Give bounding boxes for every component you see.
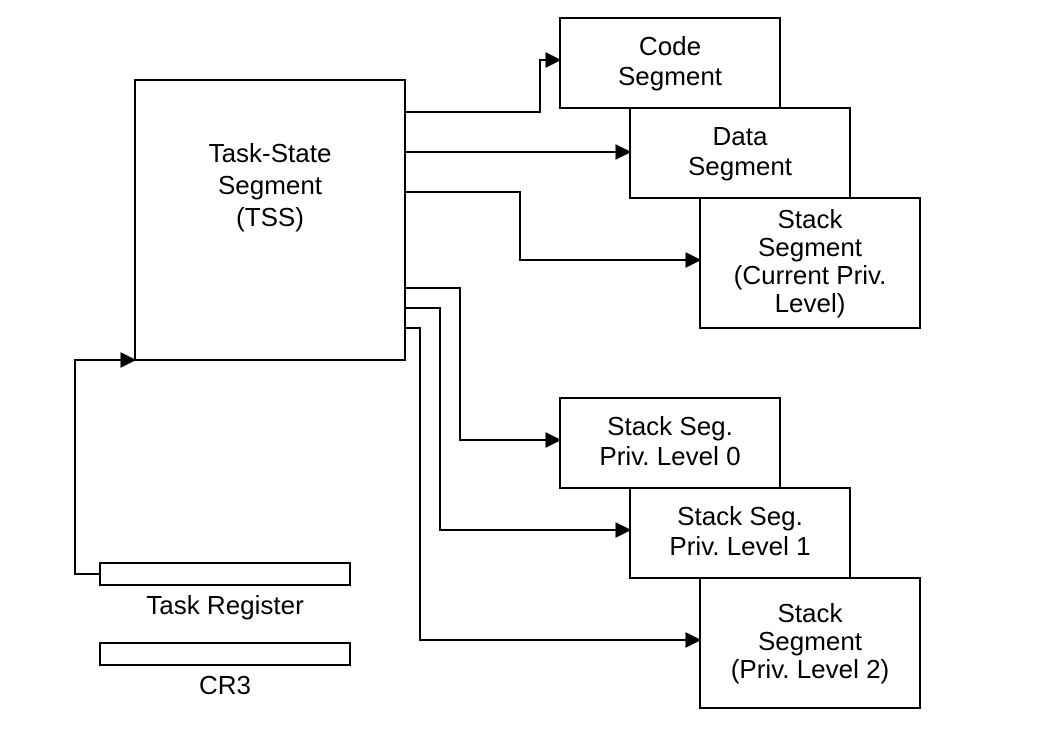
- node-label: (Current Priv.: [734, 260, 887, 290]
- node-label: (Priv. Level 2): [731, 654, 889, 684]
- node-label: Stack Seg.: [677, 501, 803, 531]
- node-code-segment: CodeSegment: [560, 18, 780, 108]
- node-stack-pl2: StackSegment(Priv. Level 2): [700, 578, 920, 708]
- node-label: Segment: [758, 626, 863, 656]
- node-stack-current: StackSegment(Current Priv.Level): [700, 198, 920, 328]
- node-label: Segment: [218, 170, 323, 200]
- node-label: Data: [713, 121, 768, 151]
- node-caption: Task Register: [146, 590, 304, 620]
- node-data-segment: DataSegment: [630, 108, 850, 198]
- node-label: Stack Seg.: [607, 411, 733, 441]
- node-label: Stack: [777, 598, 843, 628]
- node-label: Level): [775, 288, 846, 318]
- connector-arrow: [75, 360, 135, 574]
- node-cr3: CR3: [100, 643, 350, 700]
- node-label: Segment: [688, 151, 793, 181]
- node-label: Segment: [758, 232, 863, 262]
- node-label: Stack: [777, 204, 843, 234]
- connector-arrow: [405, 288, 560, 440]
- node-caption: CR3: [199, 670, 251, 700]
- node-label: Task-State: [209, 138, 332, 168]
- node-stack-pl0: Stack Seg.Priv. Level 0: [560, 398, 780, 488]
- node-task-register: Task Register: [100, 563, 350, 620]
- node-stack-pl1: Stack Seg.Priv. Level 1: [630, 488, 850, 578]
- node-label: Code: [639, 31, 701, 61]
- node-label: Priv. Level 0: [599, 441, 740, 471]
- node-label: Segment: [618, 61, 723, 91]
- connector-arrow: [405, 192, 700, 260]
- connector-arrow: [405, 60, 560, 112]
- node-tss: Task-StateSegment(TSS): [135, 80, 405, 360]
- node-label: Priv. Level 1: [669, 531, 810, 561]
- node-label: (TSS): [236, 202, 304, 232]
